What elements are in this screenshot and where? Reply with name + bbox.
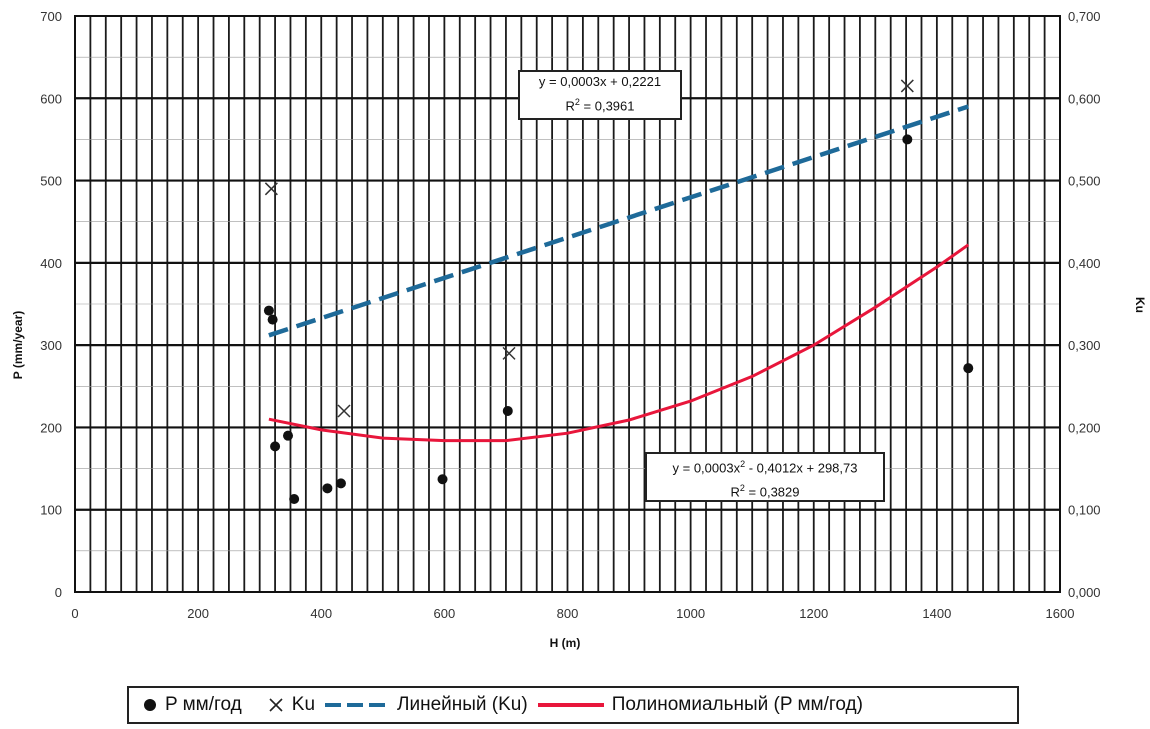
legend-dashed-line	[325, 703, 390, 707]
legend-solid-line	[537, 703, 604, 707]
legend-item-ku: Ku	[268, 694, 315, 716]
axes	[74, 15, 1061, 593]
y-left-tick-label: 200	[40, 420, 62, 435]
data-points	[263, 79, 974, 505]
polynomial-equation-box: y = 0,0003x2 - 0,4012x + 298,73 R2 = 0,3…	[645, 452, 885, 502]
legend-x-marker	[269, 698, 283, 712]
legend-item-p: P мм/год	[143, 694, 242, 716]
y-right-tick-label: 0,600	[1068, 91, 1101, 106]
trend-lines	[268, 104, 970, 443]
x-tick-label: 1600	[1046, 606, 1075, 621]
x-tick-label: 800	[557, 606, 579, 621]
legend-circle-marker	[144, 699, 156, 711]
legend-item-poly: Полиномиальный (P мм/год)	[537, 694, 863, 716]
legend-ku-label: Ku	[291, 694, 316, 715]
p-data-point	[270, 441, 281, 452]
ku-data-point	[337, 404, 351, 418]
x-tick-label: 1400	[922, 606, 951, 621]
y-right-tick-label: 0,300	[1068, 338, 1101, 353]
plot-frame	[74, 15, 1061, 593]
y-axis-left-title: P (mm/year)	[11, 311, 25, 379]
x-tick-label: 0	[71, 606, 78, 621]
polynomial-trend-line	[268, 243, 970, 443]
y-left-tick-label: 700	[40, 9, 62, 24]
x-axis-title: H (m)	[550, 636, 581, 650]
polynomial-equation-line: y = 0,0003x2 - 0,4012x + 298,73	[672, 459, 858, 476]
y-left-tick-label: 400	[40, 256, 62, 271]
y-axis-right-title: Ku	[1133, 297, 1147, 313]
p-data-point	[502, 405, 513, 416]
y-left-tick-label: 0	[55, 585, 62, 600]
polynomial-r2-line: R2 = 0,3829	[730, 483, 800, 500]
x-tick-label: 200	[187, 606, 209, 621]
p-data-point	[322, 483, 333, 494]
x-tick-label: 1200	[799, 606, 828, 621]
p-data-point	[289, 494, 300, 505]
y-right-tick-label: 0,200	[1068, 420, 1101, 435]
y-left-tick-label: 300	[40, 338, 62, 353]
y-left-tick-label: 600	[40, 91, 62, 106]
legend-poly-label: Полиномиальный (P мм/год)	[611, 694, 863, 715]
p-data-point	[963, 363, 974, 374]
y-right-tick-label: 0,500	[1068, 174, 1101, 189]
x-tick-label: 600	[434, 606, 456, 621]
linear-r2-line: R2 = 0,3961	[565, 97, 635, 114]
legend-p-label: P мм/год	[165, 694, 242, 715]
y-right-tick-label: 0,100	[1068, 503, 1101, 518]
p-data-point	[437, 474, 448, 485]
legend: P мм/год Ku Линейный (Ku) Полиномиальный…	[127, 686, 1019, 724]
p-data-point	[283, 430, 294, 441]
p-data-point	[335, 478, 346, 489]
p-data-point	[267, 314, 278, 325]
x-tick-label: 1000	[676, 606, 705, 621]
y-left-tick-label: 500	[40, 174, 62, 189]
linear-equation-box: y = 0,0003x + 0,2221 R2 = 0,3961	[518, 70, 682, 120]
linear-trend-line	[268, 104, 969, 338]
legend-linear-label: Линейный (Ku)	[397, 694, 528, 715]
ku-data-point	[264, 182, 278, 196]
ku-data-point	[502, 346, 516, 360]
p-data-point	[902, 134, 913, 145]
y-right-tick-label: 0,700	[1068, 9, 1101, 24]
y-right-tick-label: 0,000	[1068, 585, 1101, 600]
ku-data-point	[900, 79, 914, 93]
legend-item-linear: Линейный (Ku)	[325, 694, 528, 716]
tick-labels: 0 200 400 600 800 1000 1200 1400 1600 0 100 200 300 4…	[40, 9, 1100, 621]
p-data-point	[263, 305, 274, 316]
y-left-tick-label: 100	[40, 503, 62, 518]
x-tick-label: 400	[310, 606, 332, 621]
linear-equation-line: y = 0,0003x + 0,2221	[538, 74, 662, 89]
y-right-tick-label: 0,400	[1068, 256, 1101, 271]
